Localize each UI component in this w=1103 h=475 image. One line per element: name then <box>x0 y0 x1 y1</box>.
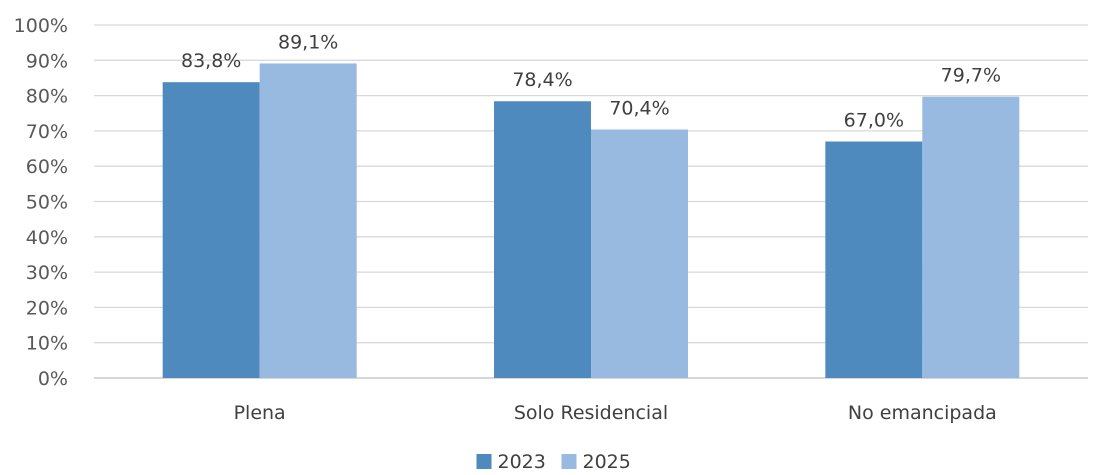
data-label: 78,4% <box>512 69 572 91</box>
data-label: 89,1% <box>278 31 338 53</box>
y-tick-label: 100% <box>14 15 68 37</box>
data-label: 79,7% <box>941 65 1001 87</box>
legend-label: 2025 <box>583 451 631 473</box>
bar-2025-1 <box>591 129 688 378</box>
y-tick-label: 30% <box>26 262 68 284</box>
y-tick-label: 80% <box>26 86 68 108</box>
y-tick-label: 50% <box>26 192 68 214</box>
x-tick-label: No emancipada <box>848 402 997 424</box>
data-label: 83,8% <box>181 50 241 72</box>
bar-2025-0 <box>259 63 357 379</box>
data-labels: 83,8% 89,1% 78,4% 70,4% 67,0% 79,7% <box>181 31 1001 131</box>
x-tick-label: Solo Residencial <box>514 402 668 424</box>
y-tick-label: 0% <box>38 368 68 390</box>
bar-2023-1 <box>494 101 591 379</box>
y-axis-ticks: 0% 10% 20% 30% 40% 50% 60% 70% 80% 90% 100% <box>14 15 68 390</box>
y-tick-label: 40% <box>26 227 68 249</box>
bar-2025-2 <box>922 96 1020 378</box>
y-tick-label: 20% <box>26 297 68 319</box>
data-label: 67,0% <box>844 109 904 131</box>
x-tick-label: Plena <box>234 402 286 424</box>
bars <box>162 63 1020 379</box>
x-axis-ticks: Plena Solo Residencial No emancipada <box>234 402 997 424</box>
legend-swatch <box>561 454 577 469</box>
y-tick-label: 60% <box>26 156 68 178</box>
bar-2023-0 <box>162 82 260 378</box>
y-tick-label: 70% <box>26 121 68 143</box>
legend-label: 2023 <box>498 451 546 473</box>
y-tick-label: 10% <box>26 333 68 355</box>
y-tick-label: 90% <box>26 50 68 72</box>
data-label: 70,4% <box>609 97 669 119</box>
legend-swatch <box>476 454 492 469</box>
bar-2023-2 <box>825 141 923 378</box>
legend: 2023 2025 <box>476 451 631 473</box>
